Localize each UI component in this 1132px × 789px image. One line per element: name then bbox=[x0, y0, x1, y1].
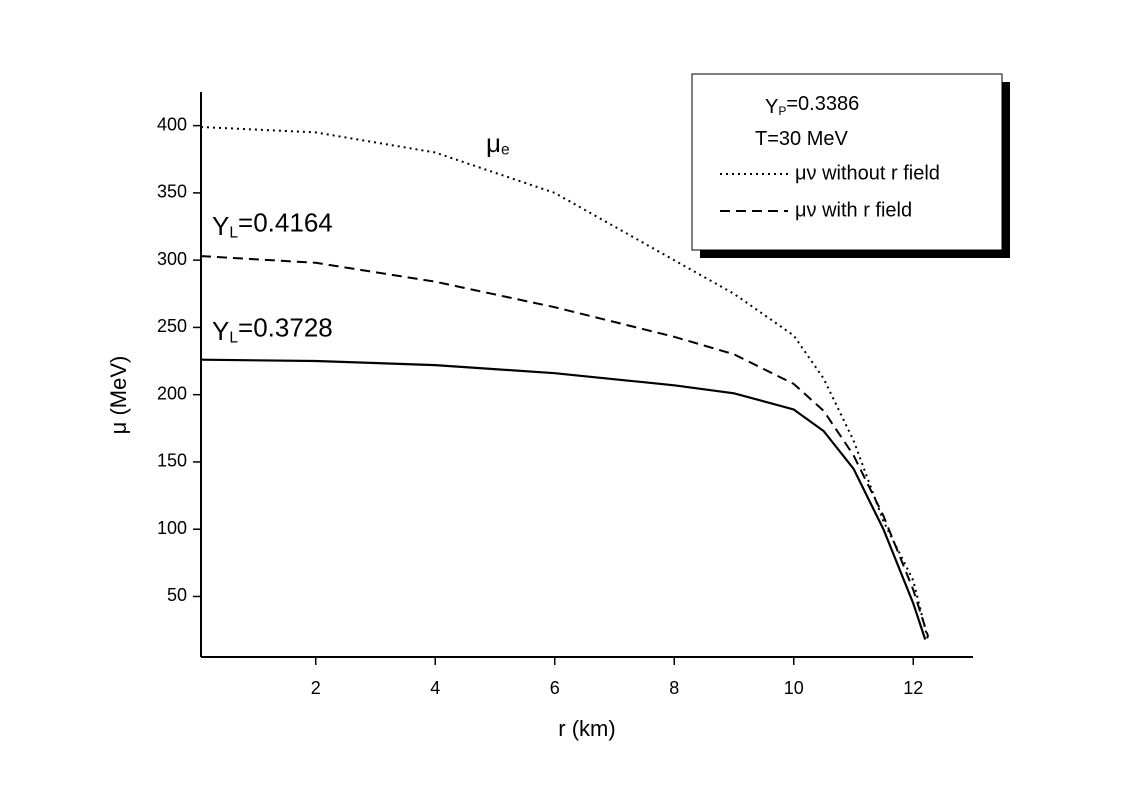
y-tick-label: 50 bbox=[167, 585, 187, 605]
legend-header-part: T=30 MeV bbox=[755, 128, 848, 150]
annotation: μe bbox=[486, 128, 510, 159]
x-tick-label: 6 bbox=[550, 678, 560, 698]
y-tick-label: 250 bbox=[157, 316, 187, 336]
annotation-part: μ bbox=[486, 128, 501, 158]
x-axis-title: r (km) bbox=[558, 716, 615, 741]
annotation-part: Y bbox=[212, 316, 229, 346]
x-tick-label: 10 bbox=[784, 678, 804, 698]
legend-header: YP=0.3386 bbox=[765, 93, 859, 118]
series-line bbox=[200, 126, 930, 642]
y-tick-label: 100 bbox=[157, 518, 187, 538]
y-tick-label: 300 bbox=[157, 249, 187, 269]
y-tick-label: 150 bbox=[157, 451, 187, 471]
annotation-part: L bbox=[229, 330, 238, 347]
annotation-part: Y bbox=[212, 211, 229, 241]
x-tick-label: 2 bbox=[311, 678, 321, 698]
annotation-part: e bbox=[501, 142, 510, 159]
x-tick-label: 12 bbox=[903, 678, 923, 698]
legend-header-part: P bbox=[778, 104, 786, 118]
y-axis-title: μ (MeV) bbox=[106, 356, 131, 435]
annotation: YL=0.3728 bbox=[212, 312, 333, 346]
legend-header: T=30 MeV bbox=[755, 128, 848, 150]
legend-label: μν with r field bbox=[795, 199, 912, 221]
x-tick-label: 8 bbox=[669, 678, 679, 698]
y-tick-label: 400 bbox=[157, 114, 187, 134]
annotation-part: =0.4164 bbox=[238, 207, 333, 237]
y-tick-label: 350 bbox=[157, 182, 187, 202]
annotation-part: L bbox=[229, 225, 238, 242]
series-line bbox=[200, 255, 930, 638]
legend-box bbox=[691, 73, 1003, 251]
legend-header-part: =0.3386 bbox=[786, 93, 859, 115]
annotation: YL=0.4164 bbox=[212, 207, 333, 241]
legend-label: μν without r field bbox=[795, 162, 940, 184]
legend-header-part: Y bbox=[765, 96, 778, 118]
annotation-part: =0.3728 bbox=[238, 312, 333, 342]
y-tick-label: 200 bbox=[157, 383, 187, 403]
series-line bbox=[200, 358, 927, 640]
x-tick-label: 4 bbox=[430, 678, 440, 698]
